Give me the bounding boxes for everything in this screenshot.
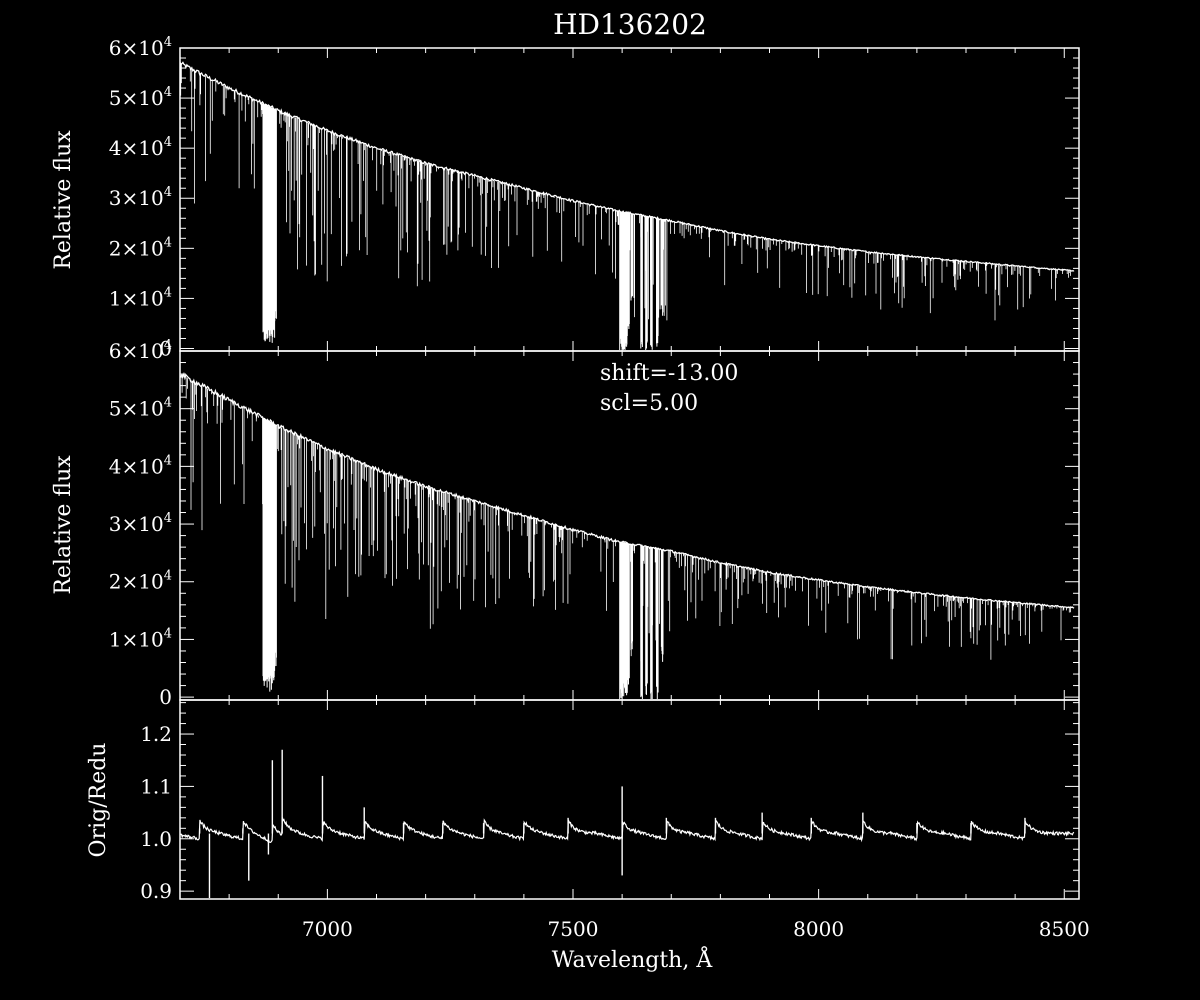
bottom-panel-frame [179, 699, 1080, 900]
x-tick-label: 8000 [793, 917, 844, 941]
telluric-band [262, 417, 664, 699]
absorption-lines [179, 374, 1071, 662]
y-tick-label: 2×104 [109, 569, 172, 594]
y-tick-label: 1.0 [140, 827, 172, 851]
telluric-band [262, 103, 664, 350]
middle-spectrum-series [179, 371, 1075, 699]
x-tick-label: 7500 [548, 917, 599, 941]
top-ylabel: Relative flux [51, 130, 76, 270]
x-tick-label: 7000 [302, 917, 353, 941]
y-tick-label: 6×104 [109, 338, 172, 363]
x-tick-labels: 7000 7500 8000 8500 [302, 917, 1090, 941]
x-tick-label: 8500 [1039, 917, 1090, 941]
y-tick-label: 4×104 [109, 453, 172, 478]
y-tick-label: 1×104 [109, 626, 172, 651]
y-tick-label: 0 [159, 685, 172, 709]
y-tick-label: 0.9 [140, 879, 172, 903]
ratio-series [179, 749, 1075, 898]
y-tick-label: 3×104 [109, 185, 172, 210]
y-tick-label: 5×104 [109, 85, 172, 110]
bottom-ylabel: Orig/Redu [86, 743, 111, 858]
figure-title: HD136202 [553, 8, 707, 41]
y-tick-label: 1.2 [140, 722, 172, 746]
y-tick-label: 1.1 [140, 774, 172, 798]
y-tick-label: 4×104 [109, 135, 172, 160]
top-spectrum-series [179, 61, 1075, 350]
y-tick-label: 1×104 [109, 285, 172, 310]
y-tick-label: 5×104 [109, 396, 172, 421]
y-tick-label: 0 [159, 336, 172, 360]
ratio-line [179, 817, 1075, 844]
x-axis-label: Wavelength, Å [552, 945, 714, 973]
axis-ticks [179, 47, 1079, 899]
scale-annotation: scl=5.00 [600, 391, 698, 416]
y-tick-label: 3×104 [109, 511, 172, 536]
y-tick-label: 6×104 [109, 35, 172, 60]
y-tick-label: 2×104 [109, 235, 172, 260]
absorption-lines [179, 63, 1071, 321]
middle-ylabel: Relative flux [51, 455, 76, 595]
y-tick-labels: 01×1042×1043×1044×1045×1046×10401×1042×1… [109, 35, 172, 903]
shift-annotation: shift=-13.00 [600, 361, 738, 386]
